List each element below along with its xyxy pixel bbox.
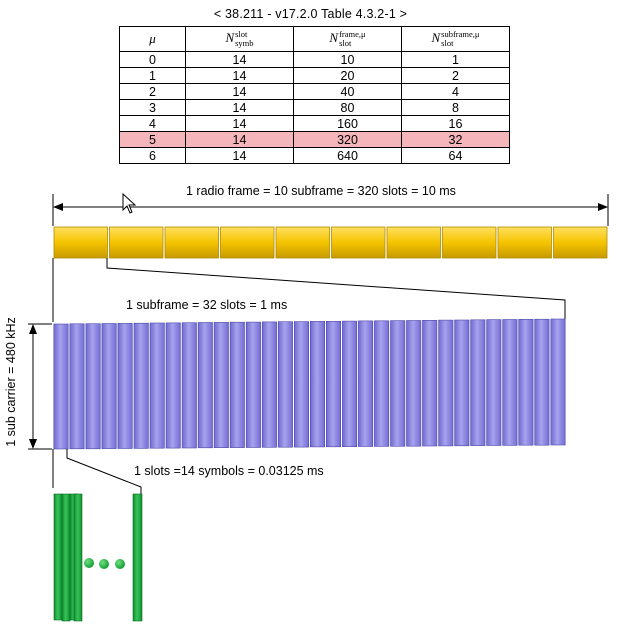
subframe-block [386,226,441,259]
table-cell: 32 [401,131,510,148]
slot-block [229,321,245,448]
table-row: 6 14 640 64 [119,147,510,164]
slot-bar [53,318,566,450]
slot-block [358,320,374,447]
header-mu: μ [119,26,186,52]
slot-block [550,318,566,446]
slot-block [181,322,197,449]
slot-block [325,320,341,448]
subframe-block [497,226,552,259]
slot-block [422,319,438,447]
table-cell: 14 [185,67,294,84]
slot-block [470,319,486,446]
table-caption: < 38.211 - v17.2.0 Table 4.3.2-1 > [213,7,408,21]
radio-frame-label: 1 radio frame = 10 subframe = 320 slots … [186,184,456,198]
slot-block [518,318,534,446]
symbol-bar [53,493,63,621]
symbol-group [53,493,143,622]
symbol-bar [132,493,143,622]
slot-block [502,319,518,446]
slot-block [213,322,229,448]
slot-block [245,321,261,448]
slot-block [85,323,101,450]
slot-block [261,321,277,448]
table-cell: 14 [185,131,294,148]
subframe-block [553,226,608,259]
subframe-block [442,226,497,259]
subframe-block [331,226,386,259]
table-row: 2 14 40 4 [119,83,510,100]
slot-block [374,320,390,447]
slot-block [342,320,358,448]
slot-block [454,319,470,447]
symbol-bar [73,493,83,622]
slot-block [69,323,85,450]
slot-block [277,321,293,448]
table-row: 5 14 320 32 [119,131,510,148]
subcarrier-label: 1 sub carrier = 480 kHz [4,317,18,447]
subframe-block [109,226,164,259]
subframe-block [220,226,275,259]
slot-block [197,322,213,449]
symbol-bar [61,493,71,622]
table-row: 1 14 20 2 [119,67,510,84]
table-cell: 320 [293,131,402,148]
slot-block [406,320,422,447]
slot-zoom-line-right [66,449,142,494]
table-cell: 640 [293,147,402,164]
slot-block [438,319,454,447]
table-cell: 5 [119,131,186,148]
mouse-cursor-icon [122,192,137,214]
ellipsis-dot [84,558,94,568]
ellipsis-dot [115,559,125,569]
zoom-line-right [106,258,566,322]
subframe-label: 1 subframe = 32 slots = 1 ms [126,298,288,312]
slot-block [117,323,133,449]
slot-block [486,319,502,446]
slot-block [53,323,69,450]
slot-label: 1 slots =14 symbols = 0.03125 ms [134,464,324,478]
table-cell: 16 [401,115,510,132]
slot-block [101,323,117,449]
slot-block [149,322,165,449]
table-cell: 64 [401,147,510,164]
slot-block [165,322,181,449]
slot-block [133,322,149,449]
table-row: 0 14 10 1 [119,51,510,68]
slot-block [293,321,309,448]
subframe-bar [53,226,608,259]
table-row: 4 14 160 16 [119,115,510,132]
slot-block [309,321,325,448]
slot-block [534,318,550,446]
subframe-block [275,226,330,259]
ellipsis-dot [99,559,109,569]
subframe-block [164,226,219,259]
slot-block [390,320,406,447]
subframe-block [53,226,108,259]
